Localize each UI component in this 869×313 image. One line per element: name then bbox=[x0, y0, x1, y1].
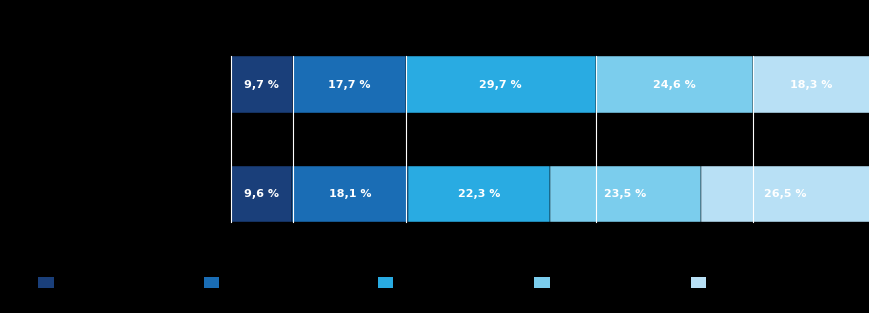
Text: 18,3 %: 18,3 % bbox=[789, 80, 832, 90]
Bar bbox=[550, 166, 700, 222]
Bar bbox=[408, 166, 549, 222]
FancyBboxPatch shape bbox=[377, 277, 393, 288]
Text: 9,7 %: 9,7 % bbox=[244, 80, 279, 90]
Bar bbox=[595, 56, 752, 113]
Text: 9,6 %: 9,6 % bbox=[243, 189, 278, 199]
Bar bbox=[292, 56, 405, 113]
Bar bbox=[230, 56, 292, 113]
Text: 24,6 %: 24,6 % bbox=[653, 80, 695, 90]
Text: 17,7 %: 17,7 % bbox=[328, 80, 370, 90]
Bar bbox=[700, 166, 869, 222]
Bar bbox=[752, 56, 869, 113]
FancyBboxPatch shape bbox=[38, 277, 54, 288]
Bar bbox=[292, 166, 408, 222]
Text: 29,7 %: 29,7 % bbox=[479, 80, 521, 90]
Text: 22,3 %: 22,3 % bbox=[457, 189, 500, 199]
Bar bbox=[230, 166, 292, 222]
FancyBboxPatch shape bbox=[534, 277, 549, 288]
Text: 26,5 %: 26,5 % bbox=[763, 189, 806, 199]
Bar bbox=[405, 56, 595, 113]
Text: 18,1 %: 18,1 % bbox=[328, 189, 371, 199]
FancyBboxPatch shape bbox=[690, 277, 706, 288]
Text: 23,5 %: 23,5 % bbox=[604, 189, 646, 199]
FancyBboxPatch shape bbox=[203, 277, 219, 288]
